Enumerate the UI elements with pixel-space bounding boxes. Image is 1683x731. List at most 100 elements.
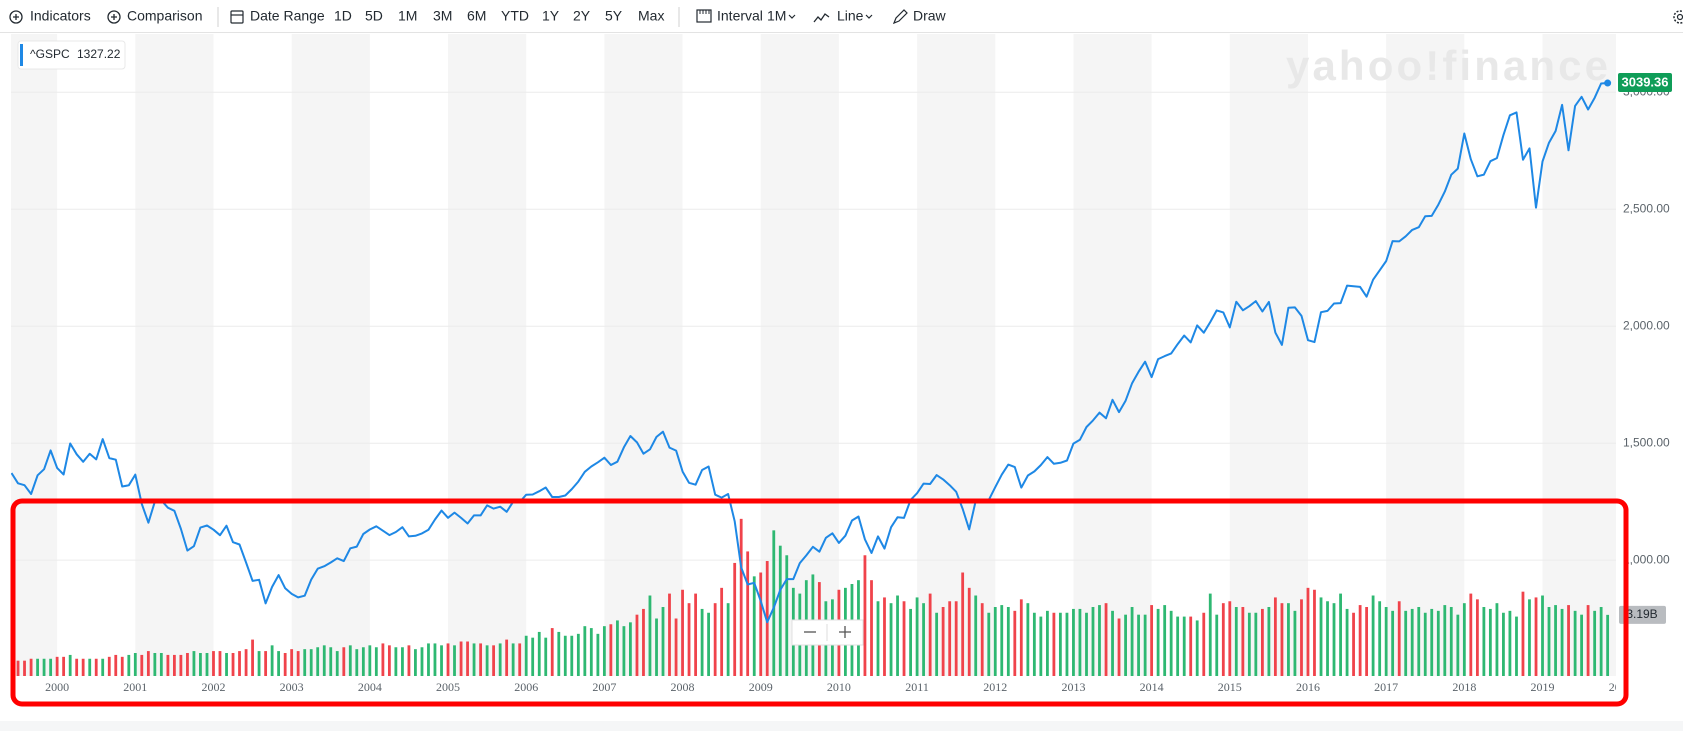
volume-bar [218,651,222,676]
volume-bar [1300,599,1303,676]
volume-bar [440,645,443,676]
volume-bar [518,643,522,676]
volume-bar [1267,607,1271,676]
x-tick-label: 2008 [671,680,695,694]
volume-bar [1176,616,1180,676]
volume-bar [1026,603,1030,676]
volume-bar [1606,614,1610,676]
volume-bar [909,608,912,676]
volume-bar [1436,610,1440,676]
volume-bar [1150,605,1154,676]
interval-button[interactable]: Interval 1M [696,8,796,24]
range-button[interactable]: 3M [433,8,452,24]
volume-bar [1339,593,1342,676]
volume-bar [570,635,574,676]
price-tag-label: 3039.36 [1622,74,1669,89]
volume-bar [1163,605,1167,676]
x-tick-label: 2003 [280,680,304,694]
range-button[interactable]: 2Y [573,8,591,24]
volume-bar [674,618,678,676]
volume-bar [700,608,704,676]
year-band [1542,34,1616,676]
volume-bar [1208,593,1212,676]
range-button[interactable]: 1Y [542,8,560,24]
volume-bar [1502,612,1505,676]
volume-bar [557,631,561,676]
volume-tag-label: 3.19B [1626,607,1657,621]
grid [11,91,1616,561]
range-button[interactable]: 1D [334,8,352,24]
zoom-in[interactable] [839,626,851,638]
volume-bar [629,622,632,676]
year-band [135,34,214,676]
volume-bar [94,658,98,676]
x-tick-label: 2020 [1609,680,1633,694]
range-button[interactable]: YTD [501,8,529,24]
volume-bar [212,651,215,676]
volume-bar [954,601,958,676]
indicators-button[interactable]: Indicators [9,8,91,24]
volume-bar [485,645,489,676]
year-band [917,34,996,676]
volume-bar [1143,614,1147,676]
volume-bar [329,647,333,676]
volume-bar [974,595,978,676]
volume-bar [870,580,873,676]
legend-swatch [20,44,23,66]
volume-bars [11,518,1610,676]
x-tick-label: 2016 [1296,680,1320,694]
comparison-button[interactable]: Comparison [107,8,202,24]
volume-bar [863,555,867,676]
date-range-button[interactable]: Date Range [230,8,325,24]
volume-bar [563,635,567,676]
volume-bar [55,656,59,676]
volume-bar [414,649,417,676]
volume-bar [967,587,971,676]
volume-bar [407,645,411,676]
range-button[interactable]: 1M [398,8,417,24]
range-button[interactable]: 5Y [605,8,623,24]
y-tick-label: 1,000.00 [1623,552,1670,566]
volume-bar [1573,610,1577,676]
volume-bar [166,654,170,676]
volume-bar [394,647,398,676]
volume-bar [466,641,469,676]
chart-type-button[interactable]: Line [813,8,873,24]
volume-bar [101,658,105,676]
volume-bar [81,658,85,676]
volume-bar [296,651,300,676]
x-tick-label: 2004 [358,680,382,694]
range-button[interactable]: 6M [467,8,486,24]
year-band [448,34,527,676]
volume-bar [238,651,241,676]
volume-bar [1599,607,1603,676]
draw-button[interactable]: Draw [892,8,947,25]
settings-button[interactable] [1673,10,1683,24]
range-button[interactable]: 5D [365,8,383,24]
volume-bar [1391,610,1395,676]
volume-bar [16,660,20,676]
date-range-label: Date Range [250,8,325,24]
volume-bar [1358,605,1362,676]
x-tick-label: 2014 [1140,680,1164,694]
volume-bar [277,651,281,676]
volume-bar [1058,612,1062,676]
volume-bar [387,645,391,676]
range-button[interactable]: Max [638,8,664,24]
volume-bar [1039,616,1043,676]
zoom-control [791,619,864,646]
draw-label: Draw [913,8,947,24]
volume-bar [257,651,261,676]
volume-bar [1378,601,1382,676]
volume-bar [244,649,248,676]
volume-bar [550,628,554,676]
volume-bar [1091,607,1095,676]
volume-bar [915,597,919,676]
volume-bar [29,658,33,676]
volume-bar [1046,610,1049,676]
volume-bar [192,651,196,676]
volume-bar [1586,605,1590,676]
volume-bar [146,651,150,676]
volume-bar [1072,608,1075,676]
